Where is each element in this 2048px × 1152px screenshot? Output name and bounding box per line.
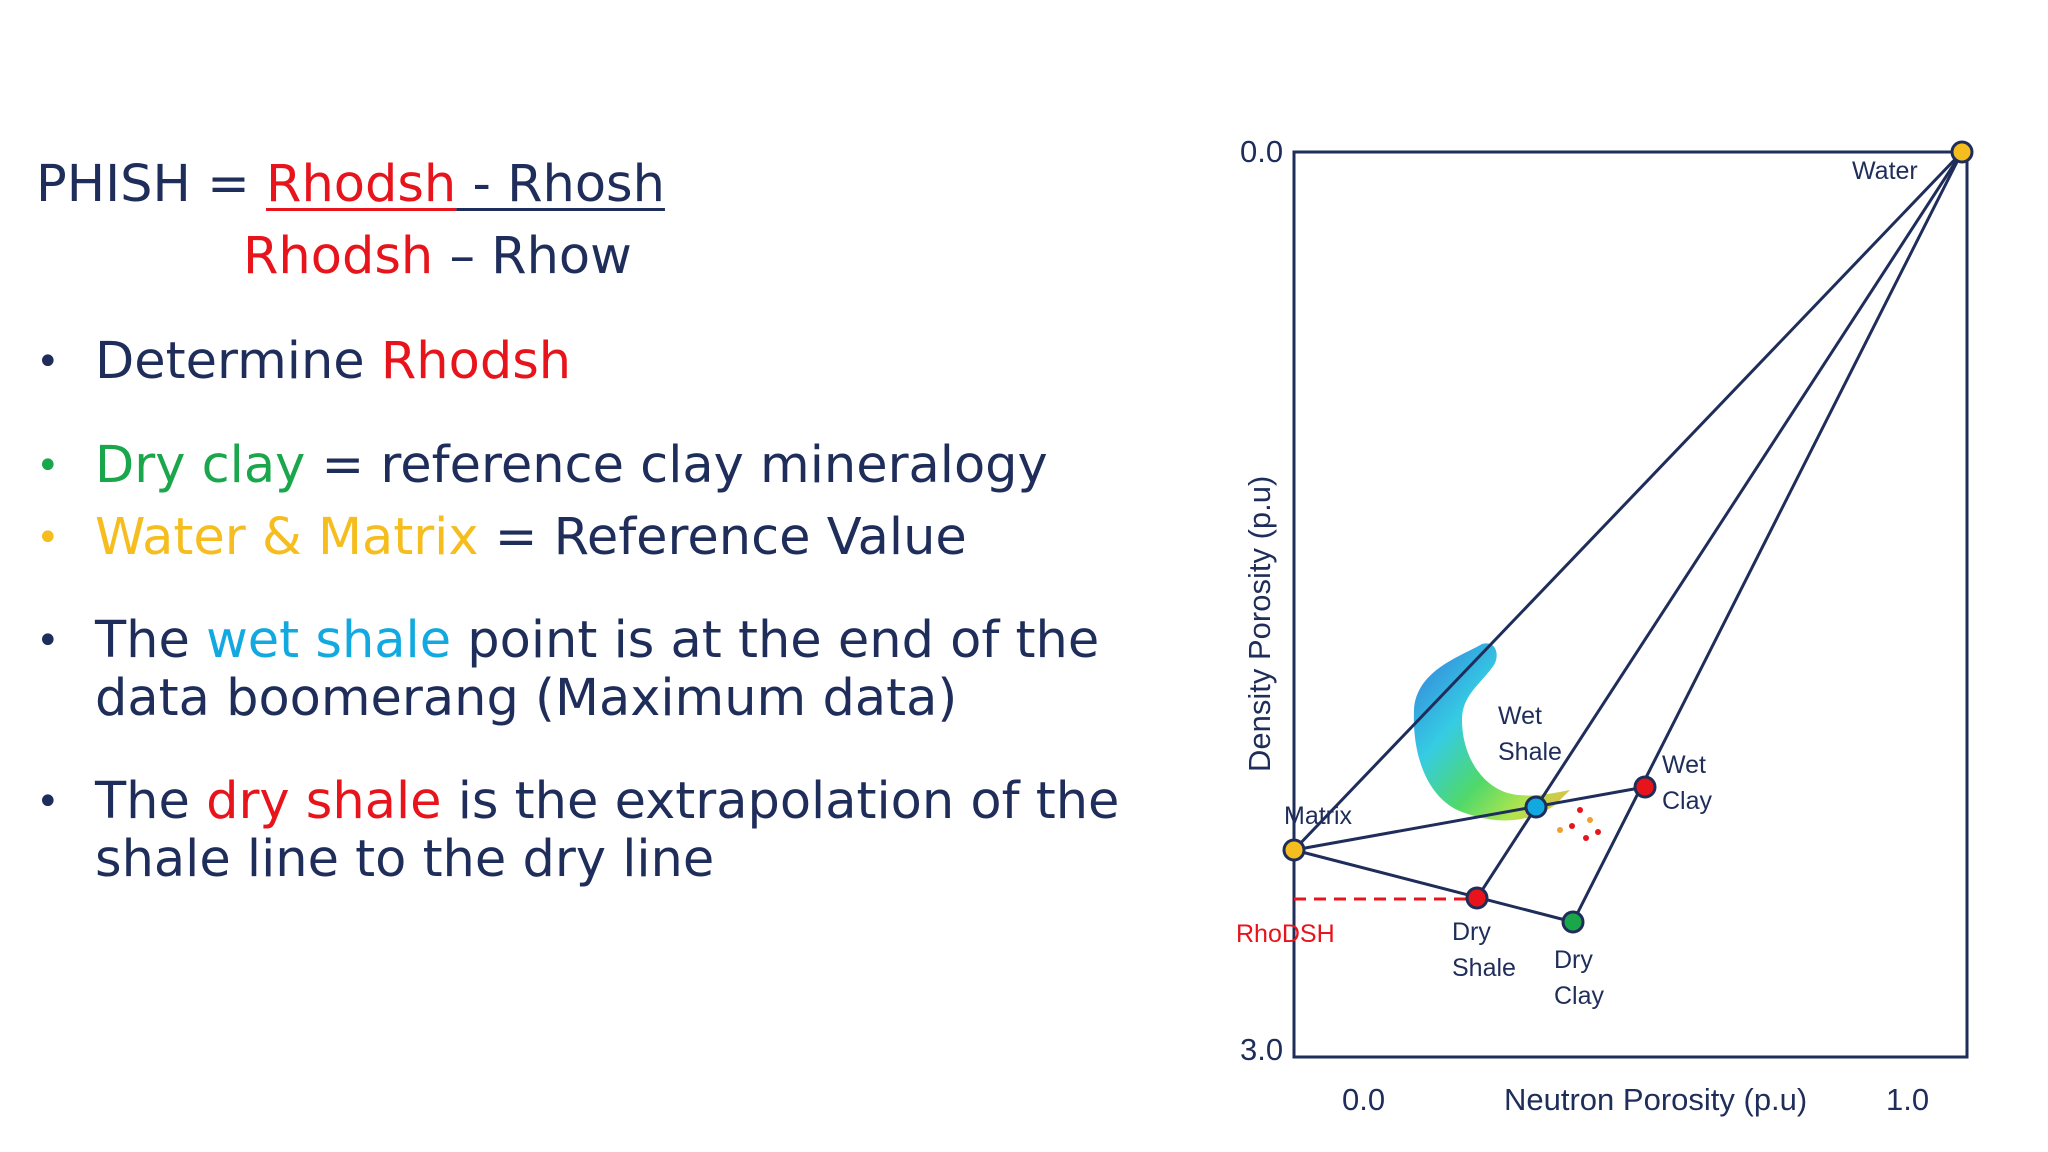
x-tick-left: 0.0 bbox=[1342, 1082, 1385, 1117]
formula-lhs: PHISH = bbox=[36, 155, 267, 214]
dry-shale-label-2: Shale bbox=[1452, 954, 1516, 982]
bullet-text-rest: is the extrapolation of the shale line t… bbox=[95, 772, 1120, 889]
bullet-dot: • bbox=[36, 618, 60, 664]
formula-denominator-rhodsh: Rhodsh bbox=[243, 227, 434, 286]
bullet-dot: • bbox=[36, 515, 60, 561]
bullet-wet-shale: • The wet shale point is at the end of t… bbox=[36, 612, 1186, 728]
dryclay-water-line bbox=[1571, 151, 1964, 923]
dry-clay-label-1: Dry bbox=[1554, 946, 1593, 974]
bullet-text: = reference clay mineralogy bbox=[305, 436, 1048, 495]
bullet-highlight: Water & Matrix bbox=[95, 508, 479, 567]
formula-denominator-line: Rhodsh – Rhow bbox=[243, 227, 632, 287]
bullet-highlight: Rhodsh bbox=[380, 332, 572, 391]
dry-clay-label-2: Clay bbox=[1554, 982, 1605, 1010]
dry-clay-point bbox=[1561, 910, 1585, 934]
matrix-label: Matrix bbox=[1284, 802, 1353, 830]
formula-numerator-rhodsh: Rhodsh bbox=[266, 155, 457, 214]
dry-shale-point bbox=[1465, 886, 1489, 910]
neutron-density-crossplot: 0.0 3.0 0.0 1.0 Neutron Porosity (p.u) D… bbox=[1236, 134, 1974, 1117]
bullet-text: The bbox=[95, 772, 207, 831]
wet-clay-label-2: Clay bbox=[1662, 787, 1713, 815]
bullet-dot: • bbox=[36, 779, 60, 825]
bullet-dot: • bbox=[36, 339, 60, 385]
construction-lines bbox=[1292, 150, 1964, 924]
bullet-dry-shale: • The dry shale is the extrapolation of … bbox=[36, 773, 1186, 889]
bullet-highlight: dry shale bbox=[206, 772, 442, 831]
y-axis-label: Density Porosity (p.u) bbox=[1242, 476, 1277, 772]
formula-numerator-line: PHISH = Rhodsh - Rhosh bbox=[36, 155, 665, 215]
x-axis-label: Neutron Porosity (p.u) bbox=[1504, 1082, 1807, 1117]
wet-shale-label-2: Shale bbox=[1498, 738, 1562, 766]
bullet-water-matrix: • Water & Matrix = Reference Value bbox=[36, 509, 1186, 567]
bullet-text: The bbox=[95, 611, 207, 670]
bullet-dot: • bbox=[36, 443, 60, 489]
bullet-highlight: wet shale bbox=[206, 611, 452, 670]
wet-clay-label-1: Wet bbox=[1662, 751, 1706, 779]
dry-shale-label-1: Dry bbox=[1452, 918, 1491, 946]
bullet-text-rest: point is at the end of the data boomeran… bbox=[95, 611, 1100, 728]
bullet-text: Determine bbox=[95, 332, 381, 391]
wet-shale-point bbox=[1524, 795, 1548, 819]
bullet-determine-rhodsh: • Determine Rhodsh bbox=[36, 333, 1186, 391]
plot-frame bbox=[1292, 150, 1969, 1059]
data-boomerang-cloud bbox=[1413, 643, 1601, 841]
bullet-text: = Reference Value bbox=[478, 508, 967, 567]
matrix-wetclay-line bbox=[1293, 785, 1646, 852]
formula-denominator-rhow: – Rhow bbox=[433, 227, 632, 286]
y-tick-bottom: 3.0 bbox=[1240, 1032, 1283, 1067]
matrix-point bbox=[1282, 838, 1306, 862]
y-tick-top: 0.0 bbox=[1240, 134, 1283, 169]
water-label: Water bbox=[1852, 157, 1918, 185]
wet-clay-point bbox=[1633, 775, 1657, 799]
x-tick-right: 1.0 bbox=[1886, 1082, 1929, 1117]
matrix-water-line bbox=[1292, 150, 1964, 852]
wet-shale-label-1: Wet bbox=[1498, 702, 1542, 730]
matrix-dryclay-line bbox=[1293, 848, 1574, 924]
rhodsh-label: RhoDSH bbox=[1236, 920, 1335, 948]
bullet-dry-clay: • Dry clay = reference clay mineralogy bbox=[36, 437, 1186, 495]
water-point bbox=[1950, 140, 1974, 164]
formula-numerator-rhosh: - Rhosh bbox=[456, 155, 665, 214]
dryshale-water-line bbox=[1475, 151, 1964, 899]
bullet-highlight: Dry clay bbox=[95, 436, 306, 495]
